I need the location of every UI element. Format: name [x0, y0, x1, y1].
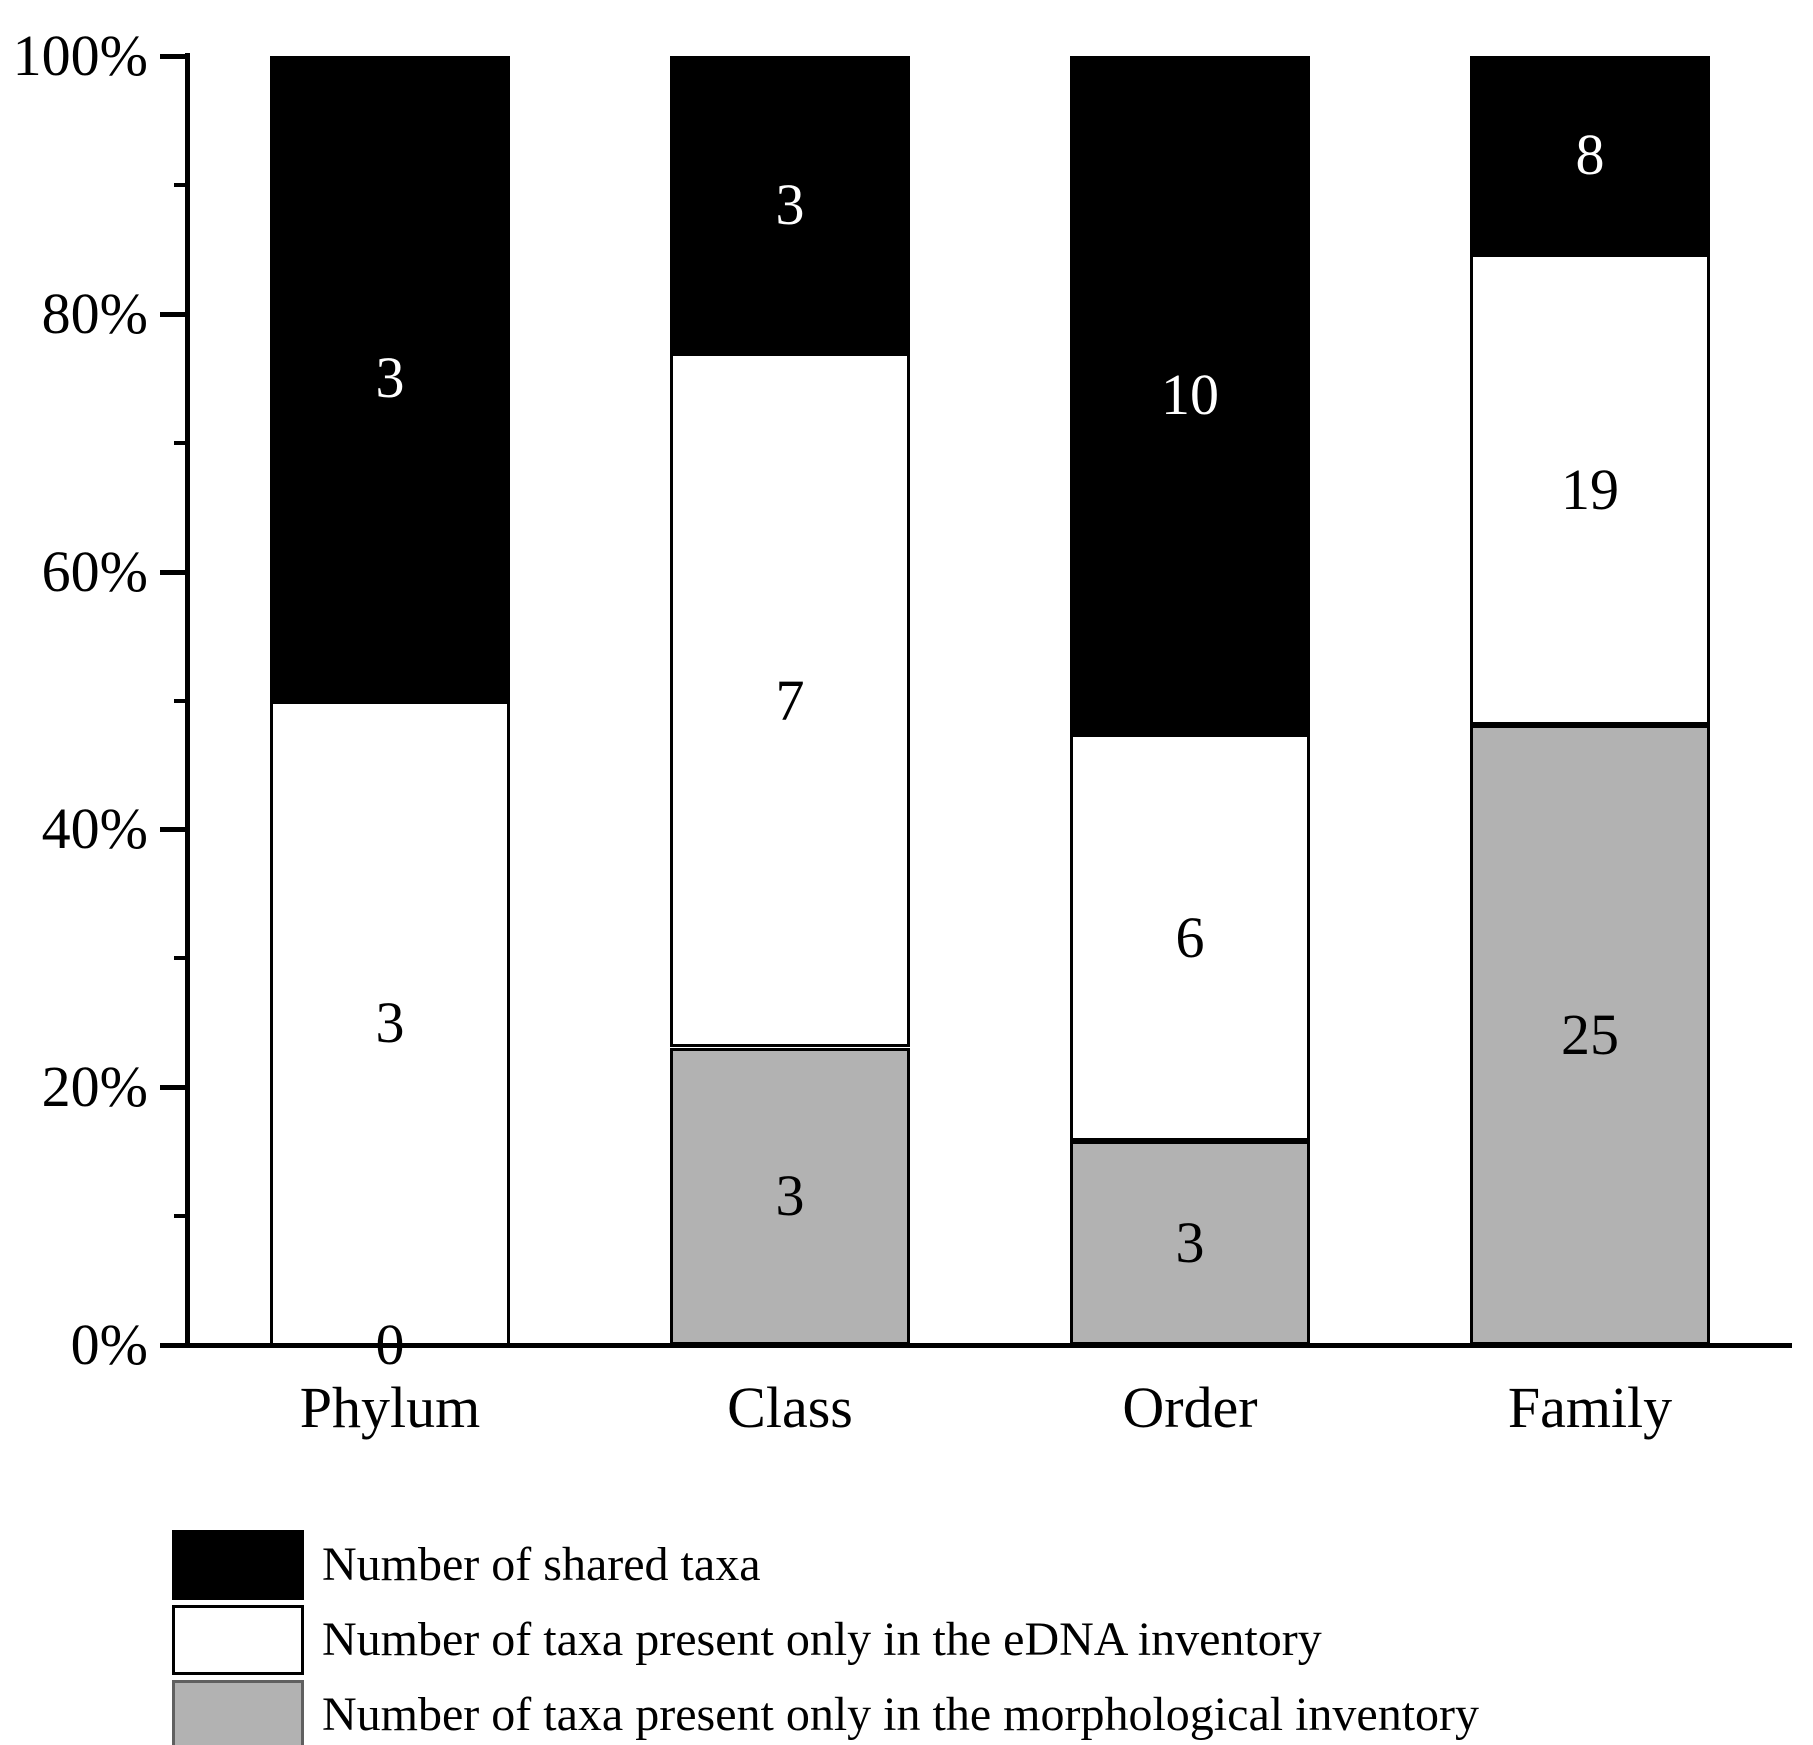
legend-label-shared-taxa: Number of shared taxa [322, 1538, 761, 1591]
legend-row-edna-only: Number of taxa present only in the eDNA … [172, 1605, 1479, 1675]
bar-value-label-class-series0: 3 [775, 172, 805, 237]
bar-segment-order-series0 [1070, 56, 1310, 734]
bar-value-label-order-series2: 3 [1175, 1210, 1205, 1275]
bar-segment-family-series1 [1470, 254, 1710, 725]
bar-segment-family-series2 [1470, 725, 1710, 1345]
bar-segment-phylum-series1 [270, 701, 510, 1346]
y-tick-label: 80% [41, 281, 148, 346]
legend-label-edna-only: Number of taxa present only in the eDNA … [322, 1613, 1322, 1666]
y-major-tick [160, 54, 190, 59]
bar-segment-class-series2 [670, 1048, 910, 1345]
bar-value-label-phylum-series1: 3 [375, 990, 405, 1055]
bar-segment-class-series0 [670, 56, 910, 353]
bar-value-label-family-series2: 25 [1561, 1002, 1619, 1067]
x-category-label-family: Family [1507, 1375, 1673, 1440]
y-minor-tick [174, 699, 190, 703]
x-category-label-order: Order [1122, 1375, 1258, 1440]
y-major-tick [160, 570, 190, 575]
y-tick-label: 100% [12, 23, 148, 88]
legend: Number of shared taxa Number of taxa pre… [172, 1530, 1479, 1745]
legend-row-morphological-only: Number of taxa present only in the morph… [172, 1680, 1479, 1745]
y-major-tick [160, 312, 190, 317]
legend-swatch-morphological-only [172, 1680, 304, 1745]
bar-segment-order-series2 [1070, 1141, 1310, 1345]
bar-value-label-family-series0: 8 [1575, 122, 1605, 187]
y-minor-tick [174, 956, 190, 960]
legend-swatch-edna-only [172, 1605, 304, 1675]
bar-value-label-phylum-series2: 0 [375, 1312, 405, 1377]
y-tick-label: 40% [41, 796, 148, 861]
bar-value-label-phylum-series0: 3 [375, 345, 405, 410]
legend-row-shared-taxa: Number of shared taxa [172, 1530, 1479, 1600]
bar-segment-class-series1 [670, 353, 910, 1047]
y-tick-label: 20% [41, 1054, 148, 1119]
legend-label-morphological-only: Number of taxa present only in the morph… [322, 1688, 1480, 1741]
bar-value-label-class-series1: 7 [775, 668, 805, 733]
bar-value-label-family-series1: 19 [1561, 457, 1619, 522]
y-minor-tick [174, 183, 190, 187]
x-axis-line [185, 1343, 1792, 1348]
y-major-tick [160, 827, 190, 832]
bar-value-label-order-series1: 6 [1175, 905, 1205, 970]
x-category-label-class: Class [727, 1375, 853, 1440]
bar-segment-order-series1 [1070, 734, 1310, 1141]
bar-segment-phylum-series0 [270, 56, 510, 701]
y-minor-tick [174, 441, 190, 445]
y-minor-tick [174, 1214, 190, 1218]
y-major-tick [160, 1085, 190, 1090]
bar-value-label-class-series2: 3 [775, 1163, 805, 1228]
y-major-tick [160, 1343, 190, 1348]
x-category-label-phylum: Phylum [299, 1375, 481, 1440]
legend-swatch-shared-taxa [172, 1530, 304, 1600]
bar-value-label-order-series0: 10 [1161, 362, 1219, 427]
y-tick-label: 0% [70, 1312, 148, 1377]
bar-segment-family-series0 [1470, 56, 1710, 254]
y-tick-label: 60% [41, 539, 148, 604]
